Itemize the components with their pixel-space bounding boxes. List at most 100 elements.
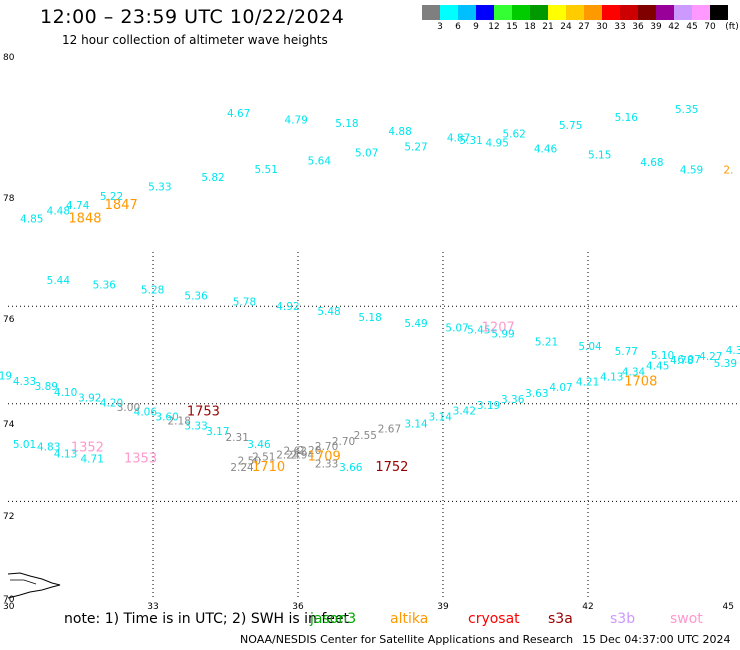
pass-time-label: 1709	[308, 450, 341, 465]
wave-height-value: 3.36	[501, 394, 525, 406]
lat-lon-grid	[8, 252, 740, 599]
wave-height-value: 4.13	[600, 371, 623, 383]
wave-height-value: 4.71	[81, 453, 104, 465]
wave-height-value: 5.75	[559, 120, 582, 132]
color-scale-label: 45	[686, 22, 698, 32]
wave-height-value: 4.45	[646, 361, 669, 373]
wave-height-value: 3.17	[206, 426, 229, 438]
pass-time-label: 1752	[375, 460, 408, 475]
color-swatch	[548, 5, 566, 20]
wave-height-value: 5.07	[355, 147, 378, 159]
wave-height-value: 4.07	[549, 382, 572, 394]
wave-height-value: 4.13	[54, 449, 77, 461]
wave-height-value: 4.46	[534, 144, 558, 156]
wave-height-value: 2.70	[332, 436, 355, 448]
axis-labels: 30 33 36 39 42 45 80 78 76 74 72 70	[3, 53, 734, 612]
pass-time-label: 1353	[124, 451, 157, 466]
legend-entry-jason3: jason3	[310, 611, 357, 627]
wave-height-value: 5.45	[467, 325, 490, 337]
wave-height-value: 3.33	[184, 420, 207, 432]
wave-height-value: 3.66	[339, 462, 363, 474]
wave-height-value: 5.39	[714, 358, 737, 370]
color-swatch	[692, 5, 710, 20]
wave-height-value: 4.74	[66, 200, 90, 212]
lon-tick-label: 39	[437, 602, 449, 612]
lon-tick-label: 33	[147, 602, 158, 612]
wave-height-value: 2.94	[291, 450, 315, 462]
wave-height-value: 5.01	[13, 439, 36, 451]
wave-height-value: 5.51	[255, 164, 278, 176]
wave-height-value: 4.48	[47, 206, 70, 218]
wave-height-value: 2.67	[378, 424, 401, 436]
color-scale-label: 9	[473, 22, 479, 32]
lat-tick-label: 76	[3, 315, 15, 325]
wave-height-value: 2.24	[276, 450, 300, 462]
color-swatch	[458, 5, 476, 20]
wave-height-value: 3.92	[78, 392, 101, 404]
wave-height-value: 4.68	[640, 157, 663, 169]
wave-height-value: 4.06	[134, 407, 158, 419]
wave-height-value: 4.19	[0, 370, 12, 382]
wave-height-value: 3.00	[117, 402, 140, 414]
lat-tick-label: 78	[3, 194, 15, 204]
color-swatch	[638, 5, 656, 20]
wave-height-value: 4.20	[100, 397, 123, 409]
wave-height-value: 4.10	[54, 387, 77, 399]
wave-height-value: 5.21	[535, 336, 558, 348]
wave-height-value: 5.27	[404, 142, 427, 154]
color-swatch	[710, 5, 728, 20]
color-scale-label: 18	[524, 22, 536, 32]
color-scale-label: 21	[542, 22, 554, 32]
pass-time-label: 1352	[71, 441, 104, 456]
wave-height-value: 2.50	[238, 455, 261, 467]
wave-height-value: 4.34	[622, 367, 646, 379]
color-swatch	[422, 5, 440, 20]
wave-height-value: 5.18	[358, 312, 381, 324]
wave-height-value: 4.87	[447, 132, 470, 144]
wave-height-value: 5.78	[233, 296, 256, 308]
wave-height-value: 5.44	[47, 275, 71, 287]
lat-tick-label: 72	[3, 512, 14, 522]
wave-height-value: 5.07	[445, 323, 468, 335]
legend-entry-cryosat: cryosat	[468, 611, 520, 627]
lat-tick-label: 74	[3, 420, 15, 430]
wave-height-value: 4.78	[670, 355, 693, 367]
color-swatch	[512, 5, 530, 20]
wave-height-value: 5.33	[148, 182, 171, 194]
color-scale-label: 27	[578, 22, 590, 32]
coastline	[7, 572, 61, 599]
wave-height-value: 5.31	[459, 135, 482, 147]
generated-timestamp: 15 Dec 04:37:00 UTC 2024	[582, 633, 731, 646]
wave-height-value: 2.20	[298, 445, 321, 457]
lon-tick-label: 36	[292, 602, 304, 612]
wave-height-value: 4.33	[13, 376, 36, 388]
wave-height-value: 2.31	[226, 432, 249, 444]
wave-height-value: 3.19	[477, 400, 500, 412]
wave-height-value: 5.49	[404, 318, 427, 330]
wave-height-value: 3.46	[247, 439, 271, 451]
wave-height-value: 3.42	[453, 406, 476, 418]
wave-height-value: 6.07	[677, 354, 700, 366]
wave-height-value: 5.99	[491, 329, 514, 341]
wave-height-value: 2.51	[252, 452, 275, 464]
pass-time-label: 1848	[68, 211, 101, 226]
wave-height-value: 3.14	[404, 418, 428, 430]
wave-height-value: 3.89	[35, 381, 58, 393]
wave-height-value: 3.14	[429, 411, 453, 423]
wave-height-value: 5.82	[201, 172, 224, 184]
wave-height-value: 5.36	[93, 280, 117, 292]
wave-height-value: 5.77	[615, 346, 638, 358]
legend-entry-s3a: s3a	[548, 611, 573, 627]
wave-height-value: 5.62	[502, 128, 525, 140]
color-scale-label: 24	[560, 22, 572, 32]
wave-height-value: 4.59	[680, 165, 703, 177]
wave-height-value: 5.64	[308, 155, 332, 167]
wave-height-value: 4.3	[726, 345, 740, 357]
color-swatch	[494, 5, 512, 20]
color-scale-label: 33	[614, 22, 626, 32]
wave-height-value: 4.67	[227, 108, 250, 120]
color-swatch	[440, 5, 458, 20]
wave-height-value: 5.18	[335, 118, 358, 130]
